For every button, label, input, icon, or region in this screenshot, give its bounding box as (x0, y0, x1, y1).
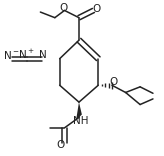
Text: O: O (92, 4, 101, 14)
Text: O: O (60, 3, 68, 13)
Text: O: O (109, 77, 118, 87)
Polygon shape (76, 102, 82, 120)
Text: N$^-$: N$^-$ (3, 49, 20, 61)
Text: N$^+$: N$^+$ (18, 48, 35, 61)
Text: N: N (39, 50, 47, 60)
Text: NH: NH (73, 116, 88, 126)
Text: O: O (56, 140, 65, 150)
